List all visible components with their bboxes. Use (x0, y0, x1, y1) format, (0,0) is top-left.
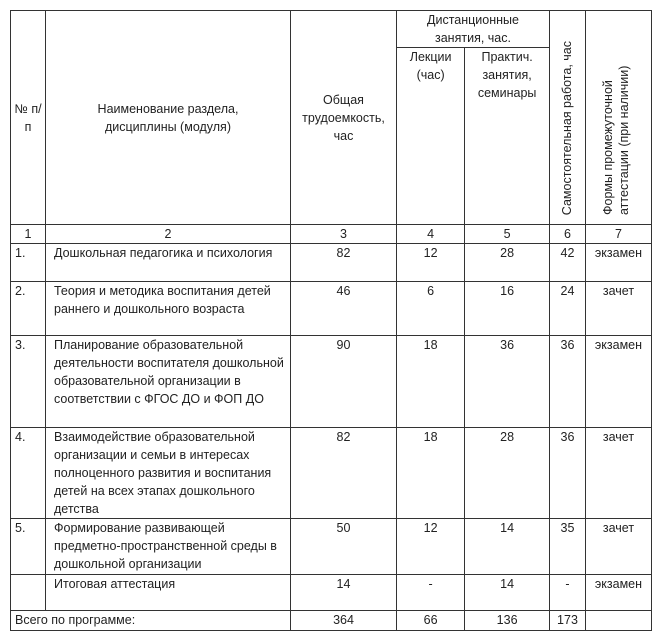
cell-form: экзамен (584, 243, 652, 282)
table-row: Итоговая аттестация 14-14- экзамен (10, 574, 652, 611)
cell-self: 36 (548, 335, 586, 428)
cell-total: 82 (290, 243, 397, 282)
table-row: 1. Дошкольная педагогика и психология 82 12… (10, 243, 652, 282)
total-form (584, 610, 652, 631)
cell-lectures: 18 (395, 427, 466, 519)
cell-name: Планирование образовательной деятельност… (45, 335, 291, 428)
cell-name: Теория и методика воспитания детей ранне… (45, 281, 291, 336)
cell-total: 90 (290, 335, 397, 428)
cell-self: 36 (548, 427, 586, 519)
cell-practice: 14 (464, 518, 550, 575)
cell-num: 4. (10, 427, 46, 519)
col-number: 1 (10, 224, 46, 244)
header-self: Самостоятельная работа, час (548, 10, 586, 225)
cell-num: 1. (10, 243, 46, 282)
total-row: Всего по программе: 364 66 136 173 (10, 610, 652, 631)
cell-self: 35 (548, 518, 586, 575)
cell-form: зачет (584, 518, 652, 575)
cell-self: 24 (548, 281, 586, 336)
cell-form: зачет (584, 281, 652, 336)
header-lectures: Лекции (час) (395, 47, 466, 225)
cell-lectures: 6 (395, 281, 466, 336)
cell-name: Взаимодействие образовательной организац… (45, 427, 291, 519)
cell-total: 82 (290, 427, 397, 519)
col-number: 6 (548, 224, 586, 244)
cell-total: 46 (290, 281, 397, 336)
col-number: 5 (464, 224, 550, 244)
cell-total: 50 (290, 518, 397, 575)
cell-lectures: 12 (395, 518, 466, 575)
curriculum-table: № п/п Наименование раздела, дисциплины (… (10, 9, 652, 631)
column-numbers-row: 1 2 3 4 5 6 7 (10, 224, 652, 244)
table-row: 3. Планирование образовательной деятельно… (10, 335, 652, 428)
header-forms: Формы промежуточной аттестации (при нали… (584, 10, 652, 225)
cell-total: 14 (290, 574, 397, 611)
cell-form: экзамен (584, 335, 652, 428)
table-row: 4. Взаимодействие образовательной организ… (10, 427, 652, 519)
cell-lectures: - (395, 574, 466, 611)
cell-practice: 28 (464, 427, 550, 519)
cell-practice: 14 (464, 574, 550, 611)
cell-practice: 36 (464, 335, 550, 428)
cell-num (10, 574, 46, 611)
cell-lectures: 12 (395, 243, 466, 282)
col-number: 3 (290, 224, 397, 244)
total-lectures: 66 (395, 610, 466, 631)
col-number: 2 (45, 224, 291, 244)
cell-name: Дошкольная педагогика и психология (45, 243, 291, 282)
table-row: 5. Формирование развивающей предметно-про… (10, 518, 652, 575)
cell-self: - (548, 574, 586, 611)
total-practice: 136 (464, 610, 550, 631)
cell-num: 5. (10, 518, 46, 575)
header-num: № п/п (10, 10, 46, 225)
cell-self: 42 (548, 243, 586, 282)
cell-practice: 28 (464, 243, 550, 282)
total-hours: 364 (290, 610, 397, 631)
cell-practice: 16 (464, 281, 550, 336)
total-self: 173 (548, 610, 586, 631)
cell-num: 3. (10, 335, 46, 428)
table-row: 2. Теория и методика воспитания детей ран… (10, 281, 652, 336)
cell-num: 2. (10, 281, 46, 336)
cell-form: экзамен (584, 574, 652, 611)
col-number: 4 (395, 224, 466, 244)
header-practice: Практич. занятия, семинары (464, 47, 550, 225)
header-name: Наименование раздела, дисциплины (модуля… (45, 10, 291, 225)
header-distance: Дистанционные занятия, час. (396, 9, 550, 49)
cell-name: Итоговая аттестация (45, 574, 291, 611)
cell-lectures: 18 (395, 335, 466, 428)
col-number: 7 (584, 224, 652, 244)
header-total: Общая трудоемкость, час (290, 10, 397, 225)
cell-name: Формирование развивающей предметно-прост… (45, 518, 291, 575)
cell-form: зачет (584, 427, 652, 519)
total-label: Всего по программе: (10, 610, 291, 631)
